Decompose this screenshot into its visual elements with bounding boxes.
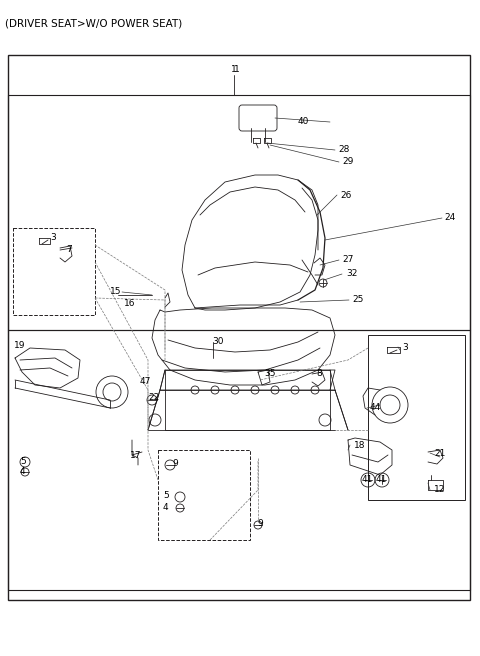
Text: 7: 7 [66, 245, 72, 255]
Text: 26: 26 [340, 190, 351, 199]
Bar [8, 95, 470, 330]
Text: 1: 1 [234, 66, 240, 75]
Text: 9: 9 [257, 518, 263, 527]
Bar [8, 330, 470, 590]
Text: 4: 4 [20, 468, 25, 476]
Text: 29: 29 [342, 157, 353, 167]
Text: 28: 28 [338, 146, 349, 155]
Text: 1: 1 [231, 66, 237, 75]
Text: 24: 24 [444, 213, 455, 222]
Text: 40: 40 [298, 117, 310, 127]
Text: 30: 30 [212, 337, 224, 346]
Text: 3: 3 [50, 234, 56, 243]
Text: 27: 27 [342, 255, 353, 264]
Text: 21: 21 [434, 449, 445, 457]
Text: 16: 16 [124, 300, 135, 308]
Text: 12: 12 [434, 485, 445, 495]
Text: (DRIVER SEAT>W/O POWER SEAT): (DRIVER SEAT>W/O POWER SEAT) [5, 18, 182, 28]
Text: 3: 3 [402, 342, 408, 352]
Text: 18: 18 [354, 440, 365, 449]
Text: 15: 15 [110, 287, 121, 297]
Text: 41: 41 [362, 476, 373, 485]
Text: 44: 44 [370, 403, 381, 413]
Text: 17: 17 [130, 451, 142, 459]
Text: 25: 25 [352, 295, 363, 304]
Bar [13, 228, 95, 315]
Text: 19: 19 [14, 340, 25, 350]
Text: 35: 35 [264, 369, 276, 377]
Text: 4: 4 [163, 502, 168, 512]
Text: 9: 9 [172, 459, 178, 468]
Bar [8, 55, 470, 600]
Text: 22: 22 [148, 392, 159, 401]
Text: 41: 41 [376, 476, 387, 485]
Text: 47: 47 [140, 377, 151, 386]
Text: 8: 8 [316, 369, 322, 377]
Text: 5: 5 [163, 491, 169, 499]
Text: 5: 5 [20, 457, 26, 466]
Text: 32: 32 [346, 270, 358, 279]
Bar [158, 450, 250, 540]
Bar [368, 335, 465, 500]
